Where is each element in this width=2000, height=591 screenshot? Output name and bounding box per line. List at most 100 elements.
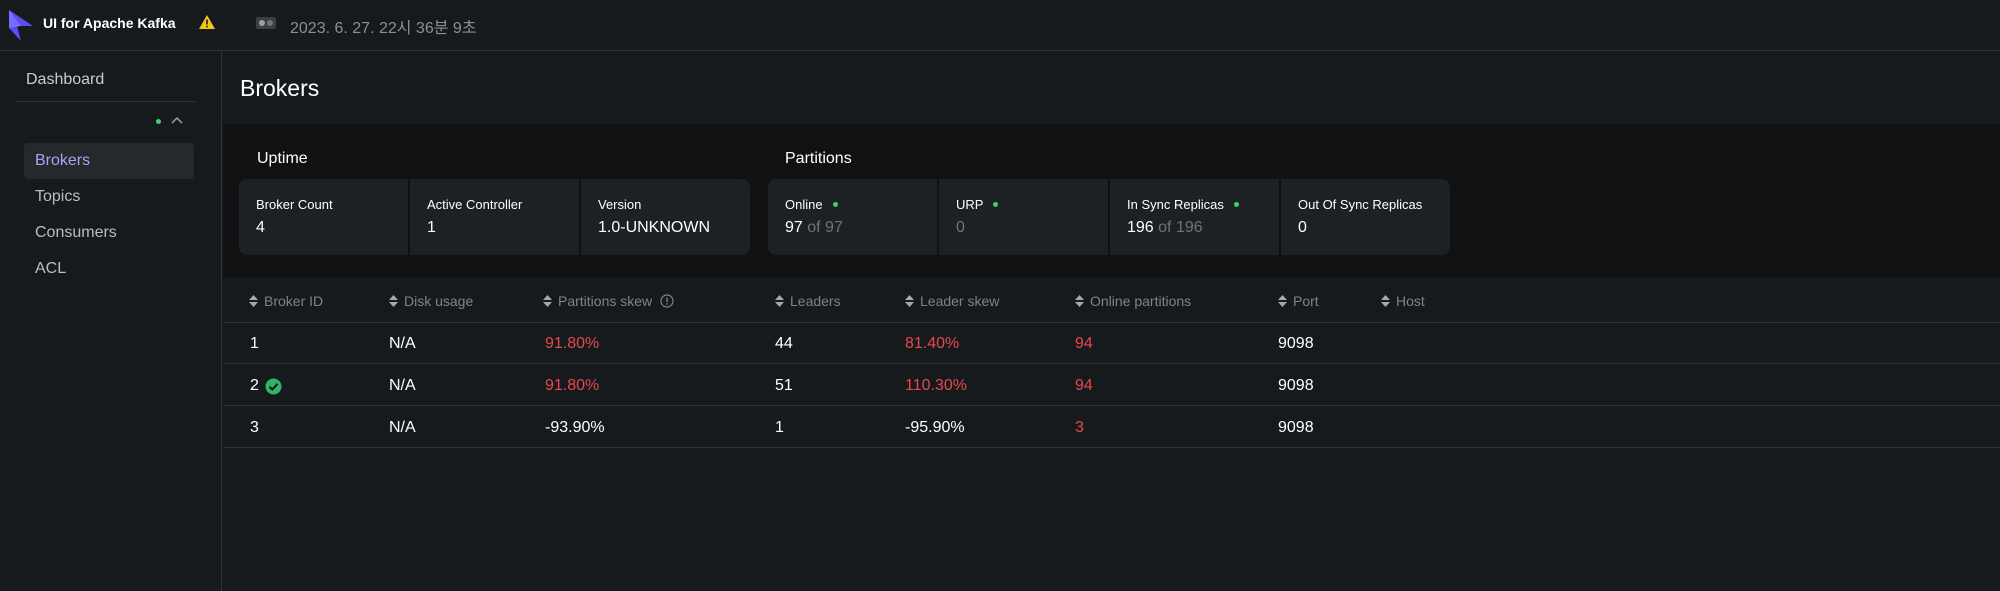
column-header-label: Partitions skew xyxy=(558,293,653,309)
column-header-online-partitions[interactable]: Online partitions xyxy=(1075,293,1191,309)
metric-label-text: In Sync Replicas xyxy=(1127,197,1224,212)
column-header-broker-id[interactable]: Broker ID xyxy=(249,293,323,309)
column-header-label: Port xyxy=(1293,293,1319,309)
metric-value-number: 97 xyxy=(785,219,803,236)
cell-partitions-skew: 91.80% xyxy=(545,335,600,352)
metric-value: 1 xyxy=(427,219,436,236)
column-header-disk-usage[interactable]: Disk usage xyxy=(389,293,473,309)
cell-broker-id[interactable]: 1 xyxy=(250,335,259,352)
cell-leader-skew: 110.30% xyxy=(905,377,967,394)
column-header-partitions-skew[interactable]: Partitions skew xyxy=(543,293,674,309)
main-content: Brokers Uptime Broker Count 4 Active Con… xyxy=(223,51,2000,591)
metric-label: In Sync Replicas xyxy=(1127,197,1279,212)
sidebar-item-topics[interactable]: Topics xyxy=(35,188,81,205)
chevron-up-icon[interactable] xyxy=(170,113,184,127)
sidebar-item-consumers[interactable]: Consumers xyxy=(35,224,117,241)
column-header-port[interactable]: Port xyxy=(1278,293,1319,309)
table-row[interactable]: 1 N/A 91.80% 44 81.40% 94 9098 xyxy=(223,323,2000,364)
metric-value: 97 of 97 xyxy=(785,219,937,237)
metric-active-controller: Active Controller 1 xyxy=(410,179,579,255)
metric-broker-count: Broker Count 4 xyxy=(239,179,408,255)
metric-urp: URP 0 xyxy=(939,179,1108,255)
table-row[interactable]: 3 N/A -93.90% 1 -95.90% 3 9098 xyxy=(223,407,2000,448)
page-title: Brokers xyxy=(240,75,320,101)
cell-online-partitions: 94 xyxy=(1075,377,1093,394)
top-navbar: UI for Apache Kafka 2023. 6. 27. 22시 36분… xyxy=(0,0,2000,51)
cell-leaders: 1 xyxy=(775,419,784,436)
metric-label: Version xyxy=(598,197,642,212)
sidebar: Dashboard Brokers Topics Consumers ACL xyxy=(0,51,222,591)
controller-check-icon xyxy=(265,378,282,394)
sidebar-item-acl[interactable]: ACL xyxy=(35,260,67,277)
sidebar-item-dashboard[interactable]: Dashboard xyxy=(26,71,105,88)
metric-label: Broker Count xyxy=(256,197,333,212)
sort-icon[interactable] xyxy=(249,295,258,307)
cell-leader-skew: -95.90% xyxy=(905,419,965,436)
metric-value: 1.0-UNKNOWN xyxy=(598,219,711,236)
status-dot xyxy=(993,202,999,207)
table-row[interactable]: 2 N/A 91.80% 51 110.30% 94 9098 xyxy=(223,365,2000,406)
cell-leaders: 44 xyxy=(775,335,793,352)
info-icon[interactable] xyxy=(660,294,674,308)
column-header-host[interactable]: Host xyxy=(1381,293,1425,309)
column-header-label: Online partitions xyxy=(1090,293,1192,309)
brokers-table-header: Broker ID Disk usage Partitions skew Lea… xyxy=(223,278,2000,323)
metric-out-of-sync-replicas: Out Of Sync Replicas 0 xyxy=(1281,179,1450,255)
metric-in-sync-replicas: In Sync Replicas 196 of 196 xyxy=(1110,179,1279,255)
timestamp: 2023. 6. 27. 22시 36분 9초 xyxy=(290,20,477,37)
metric-value: 196 of 196 xyxy=(1127,219,1279,237)
cell-port: 9098 xyxy=(1278,335,1314,352)
metric-label-text: Online xyxy=(785,197,823,212)
cell-online-partitions: 3 xyxy=(1075,419,1084,436)
kafka-logo-icon[interactable] xyxy=(7,8,35,42)
cell-disk-usage: N/A xyxy=(389,419,416,436)
metric-value-number: 196 xyxy=(1127,219,1154,236)
cluster-logo-icon xyxy=(256,17,276,29)
sort-icon[interactable] xyxy=(389,295,398,307)
sort-icon[interactable] xyxy=(905,295,914,307)
cell-disk-usage: N/A xyxy=(389,335,416,352)
cell-partitions-skew: 91.80% xyxy=(545,377,600,394)
cell-leader-skew: 81.40% xyxy=(905,335,960,352)
cell-broker-id[interactable]: 3 xyxy=(250,419,259,436)
metric-value: 4 xyxy=(256,219,265,236)
sort-icon[interactable] xyxy=(543,295,552,307)
metric-label-text: URP xyxy=(956,197,984,212)
metric-value-total: of 97 xyxy=(807,219,843,236)
metric-online: Online 97 of 97 xyxy=(768,179,937,255)
cell-port: 9098 xyxy=(1278,419,1314,436)
app-title[interactable]: UI for Apache Kafka xyxy=(43,15,176,31)
metric-label: Active Controller xyxy=(427,197,523,212)
metric-value: 0 xyxy=(956,219,1108,237)
sort-icon[interactable] xyxy=(1278,295,1287,307)
broker-id-text[interactable]: 2 xyxy=(250,377,259,394)
column-header-label: Leader skew xyxy=(920,293,1000,309)
sidebar-divider xyxy=(15,101,195,102)
cell-disk-usage: N/A xyxy=(389,377,416,394)
cell-partitions-skew: -93.90% xyxy=(545,419,605,436)
column-header-leader-skew[interactable]: Leader skew xyxy=(905,293,999,309)
sort-icon[interactable] xyxy=(775,295,784,307)
column-header-label: Host xyxy=(1396,293,1425,309)
uptime-title: Uptime xyxy=(257,150,308,167)
metric-value: 0 xyxy=(1298,219,1307,236)
cell-online-partitions: 94 xyxy=(1075,335,1093,352)
cell-broker-id[interactable]: 2 xyxy=(250,377,282,395)
column-header-label: Broker ID xyxy=(264,293,324,309)
sort-icon[interactable] xyxy=(1381,295,1390,307)
cell-leaders: 51 xyxy=(775,377,793,394)
column-header-label: Disk usage xyxy=(404,293,474,309)
metric-value-total: of 196 xyxy=(1158,219,1203,236)
cluster-status-dot xyxy=(156,119,161,124)
metrics-section: Uptime Broker Count 4 Active Controller … xyxy=(223,124,2000,278)
metric-label: Out Of Sync Replicas xyxy=(1298,197,1423,212)
sidebar-item-brokers[interactable]: Brokers xyxy=(24,143,194,179)
status-dot xyxy=(832,202,838,207)
metric-version: Version 1.0-UNKNOWN xyxy=(581,179,750,255)
warning-icon[interactable] xyxy=(198,14,216,30)
cell-port: 9098 xyxy=(1278,377,1314,394)
status-dot xyxy=(1233,202,1239,207)
column-header-leaders[interactable]: Leaders xyxy=(775,293,841,309)
metric-label: URP xyxy=(956,197,1108,212)
sort-icon[interactable] xyxy=(1075,295,1084,307)
